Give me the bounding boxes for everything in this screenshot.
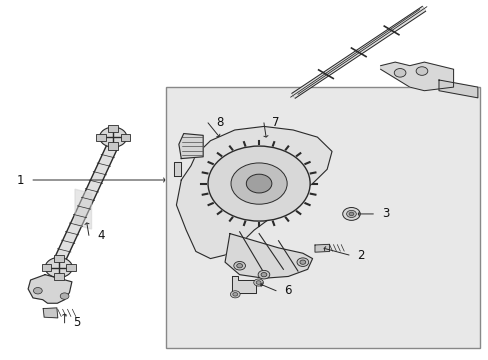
Circle shape: [207, 146, 309, 221]
Polygon shape: [28, 275, 72, 303]
Circle shape: [230, 163, 286, 204]
Circle shape: [346, 210, 356, 217]
Circle shape: [348, 212, 353, 216]
Circle shape: [393, 68, 405, 77]
Polygon shape: [174, 162, 181, 176]
Bar: [54, 273, 63, 280]
Circle shape: [296, 258, 308, 266]
Circle shape: [230, 291, 240, 298]
Polygon shape: [53, 143, 119, 264]
Text: 1: 1: [17, 174, 24, 186]
Polygon shape: [43, 308, 58, 318]
Polygon shape: [314, 244, 329, 252]
Bar: [54, 255, 63, 262]
Circle shape: [258, 270, 269, 279]
Polygon shape: [380, 62, 453, 91]
Text: 4: 4: [97, 229, 104, 242]
Text: 8: 8: [216, 116, 224, 129]
Text: 3: 3: [381, 207, 388, 220]
Bar: [108, 125, 118, 132]
Circle shape: [232, 293, 237, 296]
Polygon shape: [438, 80, 477, 98]
Circle shape: [261, 273, 266, 277]
Circle shape: [100, 127, 126, 147]
Circle shape: [253, 279, 263, 286]
Circle shape: [256, 281, 261, 284]
Circle shape: [342, 207, 360, 220]
Text: 7: 7: [272, 116, 279, 129]
Text: 5: 5: [73, 316, 81, 329]
Circle shape: [233, 261, 245, 270]
Circle shape: [33, 288, 42, 294]
Bar: [120, 134, 130, 141]
Polygon shape: [232, 276, 261, 296]
Bar: [108, 143, 118, 150]
Polygon shape: [179, 134, 203, 158]
Circle shape: [415, 67, 427, 75]
Circle shape: [236, 264, 242, 268]
Bar: [165, 87, 479, 348]
Polygon shape: [224, 234, 312, 278]
Bar: [41, 264, 51, 271]
Text: 6: 6: [284, 284, 291, 297]
Polygon shape: [176, 126, 331, 258]
Bar: [66, 264, 76, 271]
Circle shape: [60, 293, 69, 299]
Bar: [96, 134, 106, 141]
Circle shape: [299, 260, 305, 264]
Circle shape: [246, 174, 271, 193]
Polygon shape: [75, 189, 91, 229]
Circle shape: [45, 257, 72, 278]
Text: 2: 2: [357, 248, 364, 261]
